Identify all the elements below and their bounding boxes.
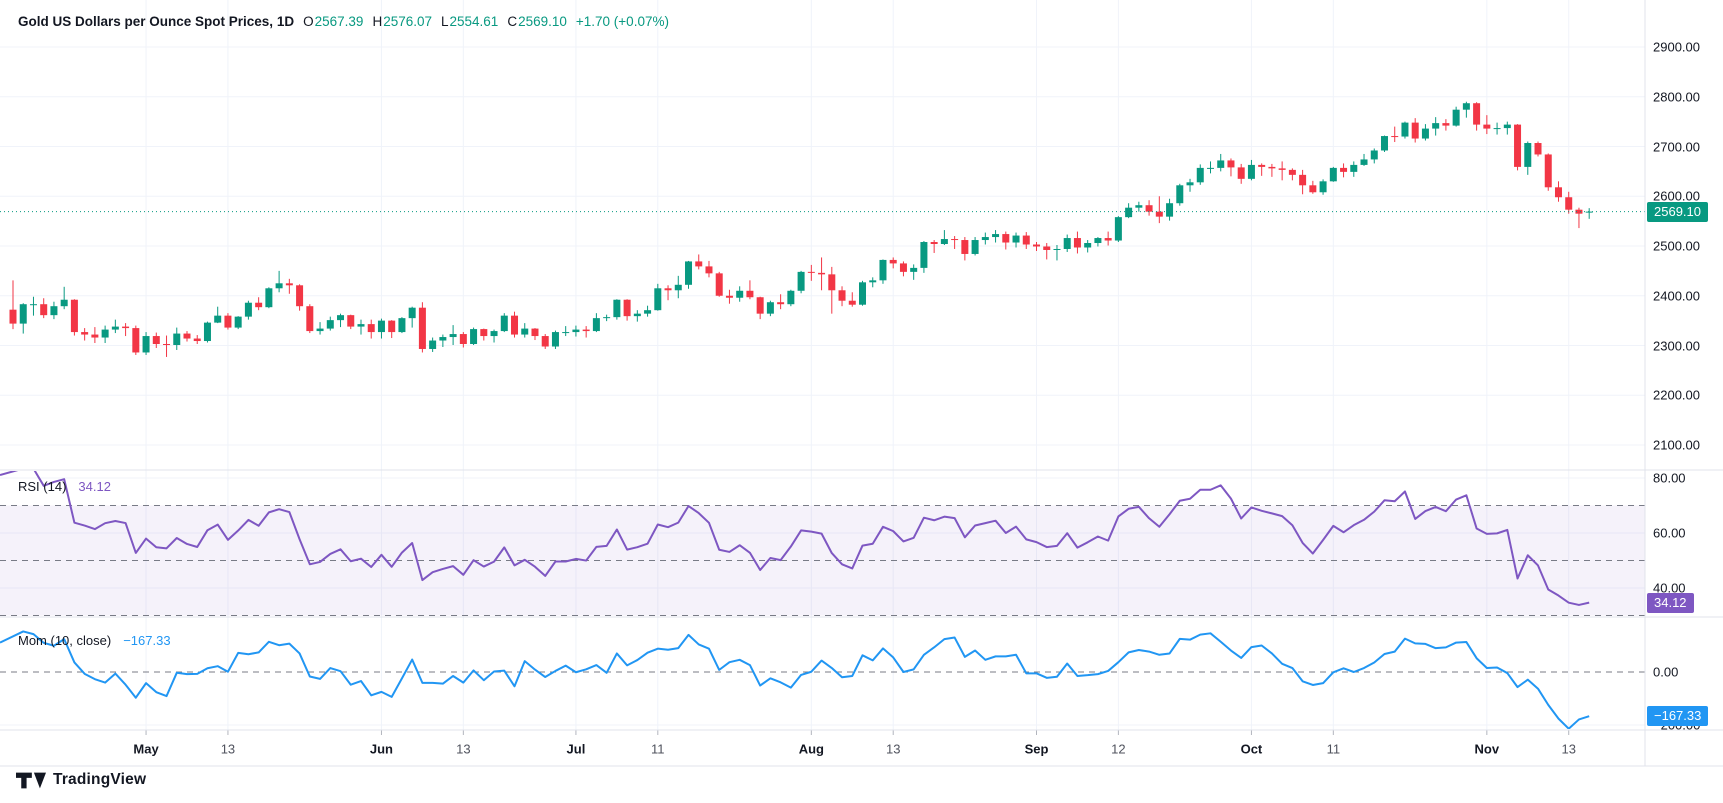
momentum-indicator-value: −167.33 (123, 633, 171, 648)
ohlc-open: O 2567.39 (303, 14, 364, 29)
rsi-axis-tick: 80.00 (1653, 470, 1686, 486)
time-axis-day-label: 11 (1326, 741, 1341, 757)
momentum-indicator-title: Mom (10, close) (18, 633, 112, 648)
price-axis-tick: 2900.00 (1653, 39, 1700, 55)
open-value: 2567.39 (314, 14, 364, 29)
time-axis-month-label: Jun (369, 741, 394, 757)
tradingview-logo[interactable]: TradingView (16, 771, 146, 789)
time-axis-day-label: 13 (885, 741, 901, 757)
time-axis-month-label: Sep (1024, 741, 1049, 757)
symbol-legend[interactable]: Gold US Dollars per Ounce Spot Prices, 1… (18, 14, 669, 29)
symbol-title: Gold US Dollars per Ounce Spot Prices, 1… (18, 14, 295, 29)
price-axis-tick: 2300.00 (1653, 338, 1700, 353)
ohlc-low: L 2554.61 (441, 14, 499, 29)
current-price-badge: 2569.10 (1647, 201, 1708, 222)
ohlc-close: C 2569.10 (507, 14, 567, 29)
price-axis-tick: 2500.00 (1653, 238, 1700, 254)
rsi-axis-tick: 60.00 (1653, 525, 1686, 541)
rsi-value-badge: 34.12 (1647, 592, 1694, 613)
rsi-axis-tick: 40.00 (1653, 580, 1686, 596)
price-axis-tick: 2100.00 (1653, 437, 1700, 453)
momentum-value-badge: −167.33 (1647, 706, 1709, 727)
time-axis-month-label: Jul (566, 741, 586, 757)
time-axis-month-label: May (133, 741, 159, 757)
high-value: 2576.07 (383, 14, 432, 29)
price-axis-tick: 2800.00 (1653, 89, 1700, 105)
momentum-axis-tick: 0.00 (1653, 664, 1679, 680)
close-value: 2569.10 (518, 14, 567, 29)
tradingview-logo-icon (16, 772, 46, 788)
low-value: 2554.61 (449, 14, 499, 29)
time-axis-day-label: 13 (456, 741, 471, 757)
time-axis-month-label: Oct (1240, 741, 1263, 757)
rsi-indicator-title: RSI (14) (18, 479, 67, 494)
rsi-indicator-legend[interactable]: RSI (14) 34.12 (18, 479, 111, 494)
price-axis-tick: 2200.00 (1653, 387, 1700, 403)
price-axis-tick: 2700.00 (1653, 139, 1700, 154)
time-axis-day-label: 11 (651, 741, 665, 757)
tradingview-logo-text: TradingView (53, 771, 147, 788)
change-value: +1.70 (+0.07%) (575, 14, 669, 29)
time-axis-day-label: 13 (1561, 741, 1576, 757)
rsi-indicator-value: 34.12 (78, 479, 111, 494)
time-axis-month-label: Aug (798, 741, 824, 757)
interval-label: 1D (276, 14, 295, 29)
momentum-indicator-legend[interactable]: Mom (10, close) −167.33 (18, 633, 171, 648)
time-axis-month-label: Nov (1474, 741, 1500, 757)
ohlc-high: H 2576.07 (372, 14, 432, 29)
time-axis-day-label: 13 (220, 741, 236, 757)
price-axis-tick: 2400.00 (1653, 288, 1700, 304)
price-axis-tick: 2600.00 (1653, 188, 1700, 204)
time-axis-day-label: 12 (1111, 741, 1126, 757)
